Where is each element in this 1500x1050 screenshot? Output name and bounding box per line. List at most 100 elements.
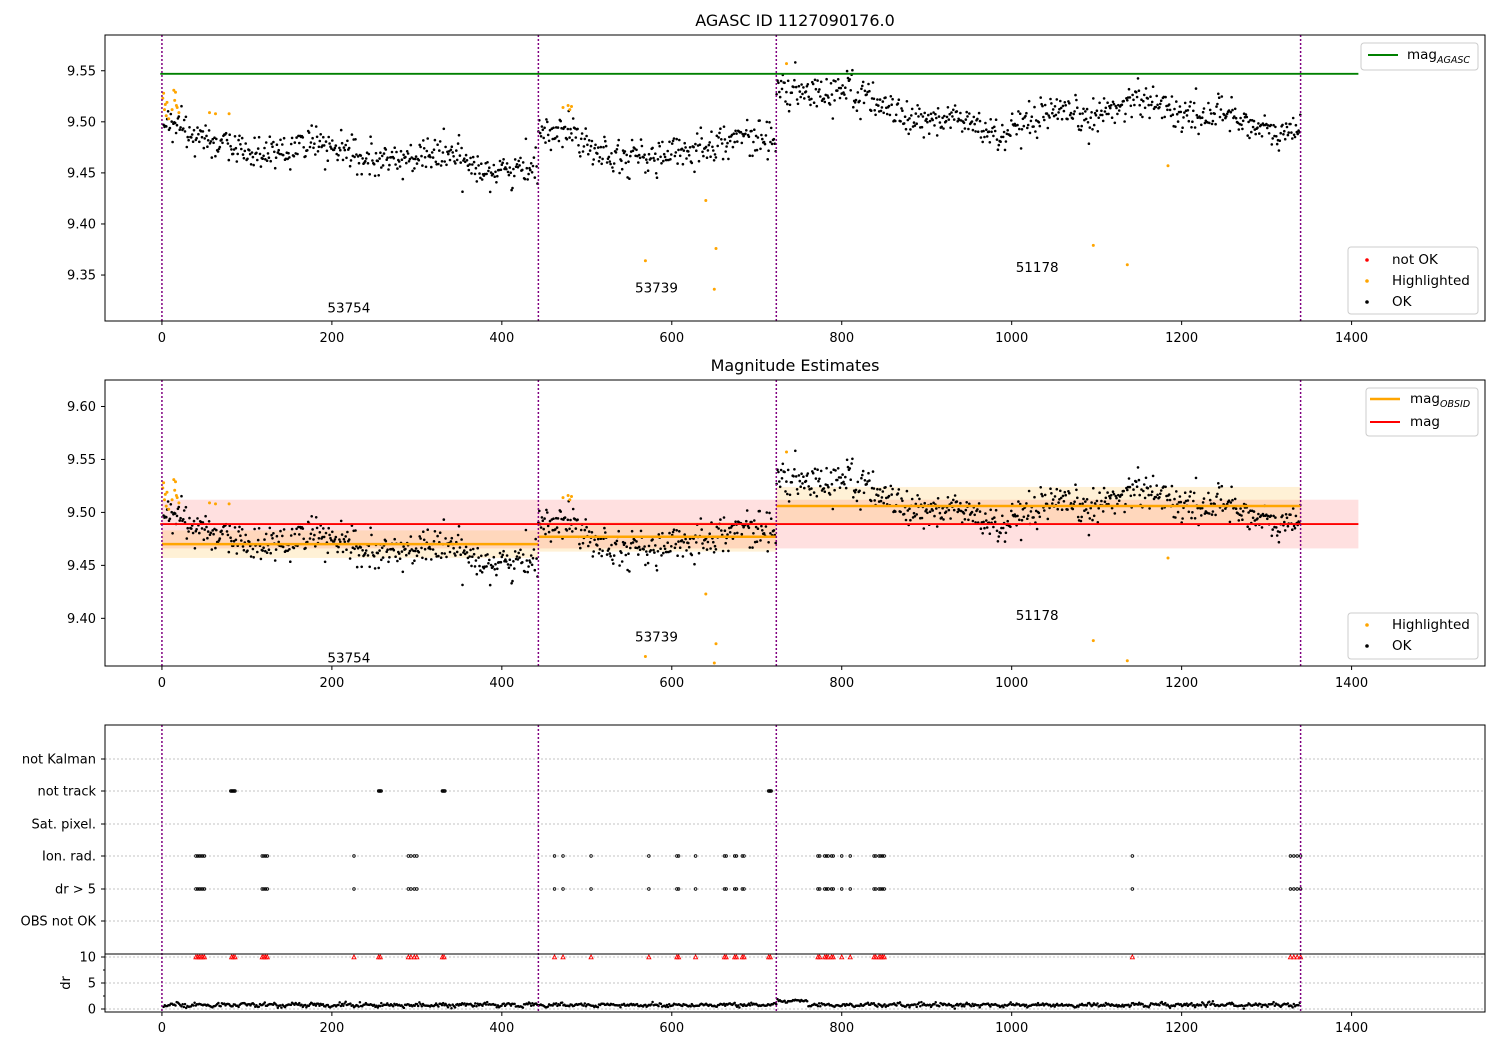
dr-point — [502, 1002, 506, 1005]
ok-point — [327, 526, 331, 530]
dr-clipped-marker — [1291, 954, 1297, 960]
dr-point — [339, 1004, 343, 1008]
ok-point — [302, 537, 306, 541]
dr-point — [596, 1005, 600, 1009]
ok-point — [488, 558, 491, 562]
ok-point — [1103, 500, 1107, 504]
ok-point — [620, 159, 623, 163]
ok-point — [334, 535, 338, 539]
ok-point — [322, 144, 326, 147]
ok-point — [456, 142, 460, 145]
ok-point — [338, 538, 341, 541]
ok-point — [372, 555, 376, 558]
ok-point — [444, 537, 447, 540]
ok-point — [165, 515, 168, 519]
ok-point — [364, 549, 368, 552]
ok-point — [670, 142, 674, 145]
y-tick-label: 9.40 — [67, 612, 96, 627]
dr-clipped-marker — [816, 954, 823, 960]
ok-point — [257, 527, 261, 530]
ok-point — [1104, 496, 1108, 500]
ok-point — [873, 109, 876, 112]
ok-point — [436, 143, 439, 146]
ok-point — [928, 119, 932, 123]
ok-point — [967, 127, 970, 131]
y-tick-label: 9.45 — [67, 166, 96, 181]
ok-point — [440, 552, 444, 555]
ok-point — [1260, 526, 1264, 529]
ok-point — [1100, 499, 1103, 503]
ok-point — [508, 166, 512, 169]
ok-point — [628, 570, 631, 573]
ok-point — [603, 526, 606, 530]
ok-point — [198, 531, 201, 535]
ok-point — [1051, 111, 1054, 115]
ok-point — [707, 143, 711, 147]
ok-point — [838, 96, 842, 100]
ok-point — [371, 551, 374, 554]
ok-point — [938, 511, 942, 515]
ok-point — [587, 139, 591, 142]
ok-point — [874, 113, 877, 117]
ok-point — [814, 87, 818, 91]
ok-point — [461, 583, 464, 587]
ok-point — [541, 128, 545, 132]
ok-point — [786, 102, 789, 106]
ok-point — [585, 525, 588, 529]
dr-point — [528, 1002, 532, 1005]
ok-point — [1192, 499, 1195, 503]
panel-agasc-legend-top: magAGASC — [1360, 42, 1479, 71]
ok-point — [1087, 142, 1091, 145]
ok-point — [748, 154, 752, 157]
ok-point — [1144, 476, 1148, 480]
ok-point — [310, 515, 314, 518]
ok-point — [1239, 116, 1242, 120]
ok-point — [513, 158, 517, 161]
flag-point — [262, 854, 266, 858]
ok-point — [627, 160, 630, 163]
dr-point — [474, 1002, 477, 1005]
ok-point — [510, 582, 513, 585]
ok-point — [612, 162, 616, 165]
ok-point — [620, 551, 623, 555]
ok-point — [248, 540, 251, 544]
dr-point — [1009, 1001, 1012, 1004]
ok-point — [295, 527, 298, 531]
ok-point — [1140, 488, 1143, 491]
ok-point — [378, 157, 381, 160]
ok-point — [180, 104, 183, 108]
ok-point — [944, 119, 948, 123]
dr-point — [805, 1000, 809, 1003]
ok-point — [478, 172, 481, 175]
ok-point — [255, 151, 258, 155]
ok-point — [1151, 474, 1155, 478]
x-tick-label: 1000 — [995, 331, 1028, 346]
ok-point — [818, 88, 821, 91]
ok-point — [970, 510, 974, 514]
ok-point — [401, 177, 405, 181]
ok-point — [452, 546, 455, 550]
ok-point — [947, 508, 951, 512]
ok-point — [1059, 496, 1063, 500]
dr-point — [1096, 1002, 1099, 1005]
ok-point — [1076, 515, 1080, 519]
flag-label: not track — [37, 785, 96, 800]
dr-point — [513, 1002, 516, 1006]
ok-point — [169, 503, 173, 506]
ok-point — [1192, 109, 1195, 113]
ok-point — [916, 494, 919, 497]
ok-point — [204, 124, 207, 127]
ok-point — [659, 155, 662, 159]
ok-point — [902, 512, 906, 516]
ok-point — [559, 510, 562, 513]
panel-magnitude-estimates-plot-area — [160, 380, 1359, 666]
ok-point — [175, 514, 179, 518]
ok-point — [304, 546, 307, 550]
ok-point — [264, 532, 268, 536]
ok-point — [876, 98, 879, 101]
ok-point — [1073, 500, 1076, 504]
ok-point — [659, 547, 662, 550]
panel-magnitude-estimates-legend-bottom: Highlighted OK — [1347, 612, 1479, 660]
dr-clipped-marker — [1294, 954, 1300, 960]
ok-point — [933, 514, 936, 518]
